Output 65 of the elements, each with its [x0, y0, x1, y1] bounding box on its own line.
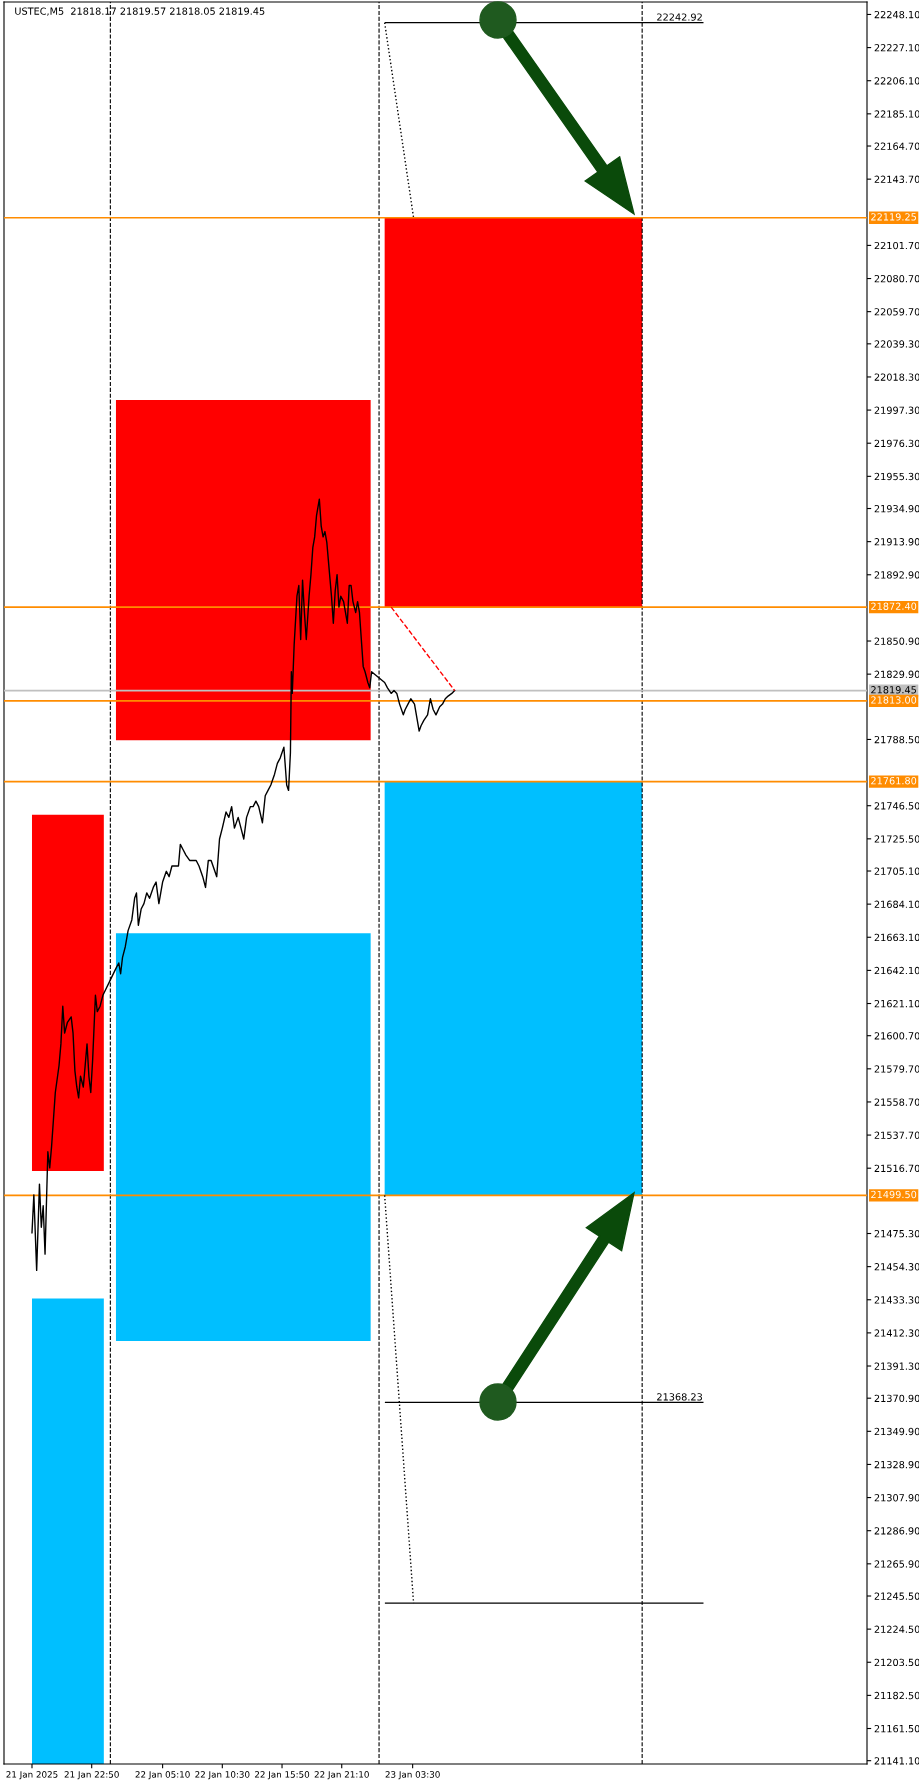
annotation: 21368.23: [657, 1393, 703, 1401]
y-tick-label: 21621.10: [874, 999, 919, 1008]
y-tick-label: 21412.30: [874, 1329, 919, 1337]
y-tick-label: 21433.30: [874, 1296, 919, 1304]
x-tick-label: 21 Jan 22:50: [64, 1771, 119, 1780]
y-tick-label: 22080.70: [874, 275, 919, 283]
y-tick-label: 21307.90: [874, 1494, 919, 1502]
ref-line-label: 21813.00: [871, 696, 917, 704]
ref-line-label: 22119.25: [871, 213, 916, 221]
y-tick-label: 21161.50: [874, 1724, 919, 1733]
y-tick-label: 21684.10: [874, 900, 919, 908]
y-tick-label: 21391.30: [874, 1362, 919, 1370]
y-tick-label: 22039.30: [874, 340, 919, 348]
y-tick-label: 21746.50: [874, 802, 919, 810]
y-tick-label: 21558.70: [874, 1098, 919, 1106]
y-tick-label: 22206.10: [874, 77, 919, 85]
y-tick-label: 21850.90: [874, 637, 919, 645]
y-tick-label: 22143.70: [874, 175, 919, 183]
y-tick-label: 21224.50: [874, 1625, 919, 1633]
y-tick-label: 21997.30: [874, 406, 919, 414]
y-tick-label: 21141.10: [874, 1757, 919, 1765]
y-tick-label: 21265.90: [874, 1560, 919, 1568]
y-tick-label: 21537.70: [874, 1131, 919, 1139]
x-tick-label: 23 Jan 03:30: [385, 1771, 440, 1780]
y-tick-label: 21642.10: [874, 966, 919, 975]
y-tick-label: 21913.90: [874, 538, 919, 546]
y-tick-label: 21475.30: [874, 1229, 919, 1238]
y-tick-label: 21934.90: [874, 504, 919, 513]
y-tick-label: 21516.70: [874, 1164, 919, 1173]
y-tick-label: 21788.50: [874, 735, 919, 744]
y-tick-label: 21663.10: [874, 933, 919, 942]
y-tick-label: 21245.50: [874, 1592, 919, 1600]
y-tick-label: 21182.50: [874, 1691, 919, 1700]
y-tick-label: 21328.90: [874, 1460, 919, 1469]
y-tick-label: 22059.70: [874, 308, 919, 316]
y-tick-label: 21600.70: [874, 1032, 919, 1040]
y-tick-label: 21203.50: [874, 1658, 919, 1667]
y-tick-label: 21349.90: [874, 1427, 919, 1436]
x-tick-label: 22 Jan 10:30: [195, 1771, 250, 1780]
y-tick-label: 22101.70: [874, 241, 919, 250]
chart-title: USTEC,M5 21818.17 21819.57 21818.05 21819.45: [15, 7, 265, 16]
y-tick-label: 21454.30: [874, 1263, 919, 1271]
annotation: 22242.92: [657, 13, 702, 21]
y-tick-label: 21286.90: [874, 1527, 919, 1535]
ref-line-label: 21761.80: [871, 777, 917, 785]
y-tick-label: 21705.10: [874, 867, 919, 875]
x-tick-label: 22 Jan 21:10: [314, 1771, 369, 1780]
y-tick-label: 22227.10: [874, 44, 919, 52]
y-tick-label: 21370.90: [874, 1394, 919, 1403]
y-tick-label: 21976.30: [874, 439, 919, 448]
y-tick-label: 22018.30: [874, 373, 919, 381]
ref-line-label: 21872.40: [871, 602, 917, 610]
ref-line-label: 21499.50: [871, 1190, 917, 1199]
y-tick-label: 22248.10: [874, 10, 919, 19]
y-tick-label: 22164.70: [874, 142, 919, 150]
y-tick-label: 22185.10: [874, 110, 919, 118]
ref-line-label: 21819.45: [871, 686, 916, 694]
x-tick-label: 22 Jan 15:50: [254, 1771, 310, 1780]
y-tick-label: 21725.50: [874, 835, 919, 843]
y-tick-label: 21579.70: [874, 1065, 919, 1073]
x-tick-label: 21 Jan 2025: [6, 1771, 58, 1780]
y-tick-label: 21829.90: [874, 670, 919, 678]
x-tick-label: 22 Jan 05:10: [135, 1771, 190, 1780]
y-tick-label: 21955.30: [874, 472, 919, 481]
y-tick-label: 21892.90: [874, 571, 919, 579]
